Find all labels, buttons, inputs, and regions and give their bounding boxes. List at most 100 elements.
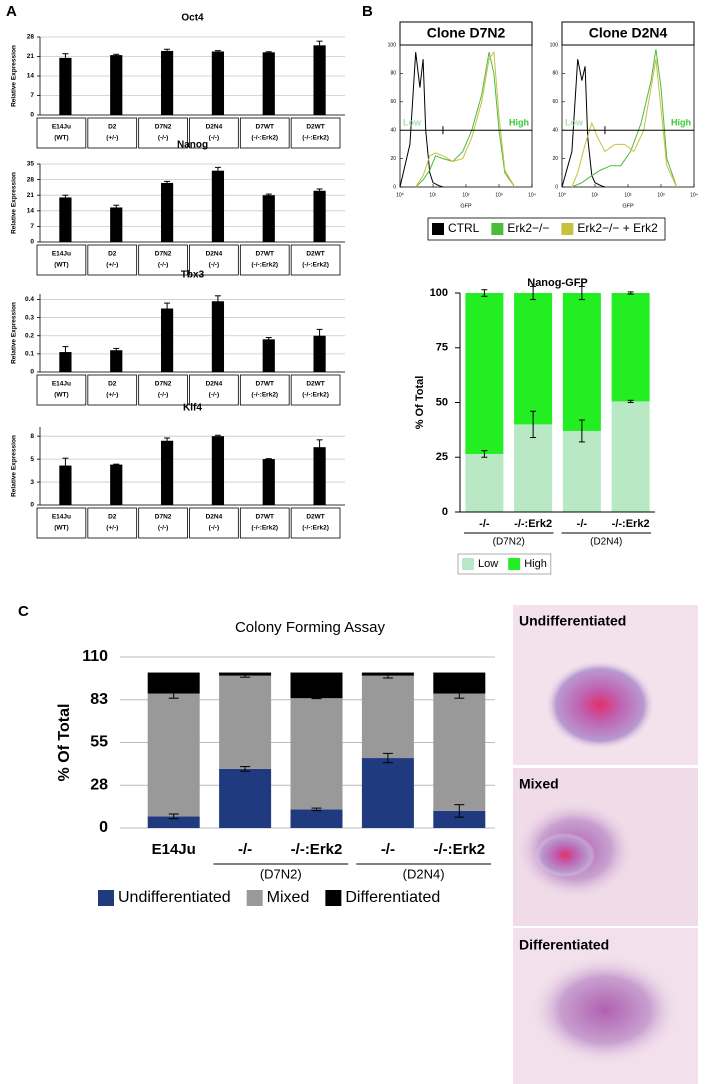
x-tick-label: D7WT xyxy=(256,514,274,521)
x-tick-label: D2N4 xyxy=(206,124,223,131)
y-tick-label: 60 xyxy=(552,99,558,105)
y-tick-label: 25 xyxy=(436,451,448,463)
x-tick-label: D2WT xyxy=(306,381,324,388)
x-tick-label: D7N2 xyxy=(155,381,172,388)
x-tick-label: (WT) xyxy=(54,392,68,399)
bar xyxy=(59,465,72,505)
bar-segment xyxy=(465,453,504,512)
x-tick-label: 10³ xyxy=(495,192,503,198)
y-tick-label: 83 xyxy=(90,691,108,708)
bar-segment xyxy=(361,758,414,828)
y-axis-label: % Of Total xyxy=(56,704,73,782)
gate-label: High xyxy=(509,118,529,128)
gate-label: Low xyxy=(403,118,422,128)
legend-frame xyxy=(427,217,666,241)
x-tick-label: (-/-) xyxy=(209,392,219,399)
x-tick-label: -/-:Erk2 xyxy=(514,518,552,530)
photo-label: Undifferentiated xyxy=(519,613,626,629)
y-tick-label: 0 xyxy=(555,184,558,190)
x-tick-label: (+/-) xyxy=(106,392,118,399)
category-cell xyxy=(239,374,290,406)
bar xyxy=(211,170,225,242)
category-cell xyxy=(290,374,341,406)
bar-segment xyxy=(611,293,650,402)
x-tick-label: (-/-) xyxy=(209,525,219,532)
y-tick-label: 0 xyxy=(442,506,448,518)
y-tick-label: 100 xyxy=(430,287,448,299)
x-tick-label: 10¹ xyxy=(591,192,599,198)
category-cell xyxy=(239,117,290,149)
legend-label: Differentiated xyxy=(345,889,440,906)
x-axis-label: GFP xyxy=(622,203,634,209)
x-tick-label: 10² xyxy=(462,192,470,198)
category-cell xyxy=(138,117,188,149)
y-tick-label: 5 xyxy=(30,456,34,463)
bar xyxy=(262,339,275,372)
x-tick-label: D2WT xyxy=(306,251,324,258)
histogram-line xyxy=(571,59,678,188)
x-tick-label: -/- xyxy=(479,518,490,530)
gate-label: Low xyxy=(565,118,584,128)
bar-segment xyxy=(514,293,553,425)
legend-swatch xyxy=(98,890,114,906)
x-tick-label: -/- xyxy=(238,841,252,858)
y-tick-label: 28 xyxy=(27,176,35,183)
category-cell xyxy=(36,117,87,149)
category-cell xyxy=(189,507,239,539)
x-tick-label: (-/-) xyxy=(158,135,168,142)
legend-swatch xyxy=(432,223,444,235)
histogram-line xyxy=(399,52,444,188)
y-axis-label: % Of Total xyxy=(414,376,426,430)
histogram-line xyxy=(415,50,516,188)
y-tick-label: 55 xyxy=(90,734,108,751)
bar-segment xyxy=(514,424,553,512)
x-tick-label: D2N4 xyxy=(206,251,223,258)
y-tick-label: 110 xyxy=(82,648,108,665)
y-tick-label: 0 xyxy=(30,239,34,246)
plot-frame xyxy=(399,44,533,188)
x-tick-label: E14Ju xyxy=(52,381,71,388)
category-cell xyxy=(189,244,239,276)
category-cell xyxy=(239,507,290,539)
x-tick-label: D2N4 xyxy=(206,381,223,388)
bar xyxy=(313,335,326,372)
y-tick-label: 0.2 xyxy=(25,332,34,339)
x-tick-label: 10² xyxy=(624,192,632,198)
group-label: (D2N4) xyxy=(403,866,445,881)
x-tick-label: D2 xyxy=(108,124,117,131)
gate-label: High xyxy=(671,118,691,128)
x-tick-label: (-/-) xyxy=(209,135,219,142)
bar xyxy=(110,464,123,505)
bar xyxy=(262,195,275,242)
x-tick-label: (-/-:Erk2) xyxy=(251,525,278,532)
bar xyxy=(262,459,275,505)
category-cell xyxy=(36,507,87,539)
legend-swatch xyxy=(508,558,521,570)
histogram-line xyxy=(571,49,678,188)
y-tick-label: 50 xyxy=(436,396,448,408)
group-label: (D7N2) xyxy=(493,537,525,548)
bar-segment xyxy=(147,816,200,828)
bar-segment xyxy=(562,293,601,431)
y-tick-label: 0.1 xyxy=(25,351,34,358)
y-tick-label: 0 xyxy=(30,502,34,509)
category-cell xyxy=(290,507,341,539)
bar xyxy=(262,52,275,115)
photo: Mixed xyxy=(513,768,698,926)
x-tick-label: 10¹ xyxy=(429,192,437,198)
y-tick-label: 40 xyxy=(552,128,558,134)
category-cell xyxy=(138,507,188,539)
legend-label: Mixed xyxy=(267,889,310,906)
photo-label: Mixed xyxy=(519,776,559,792)
chart-title: Nanog xyxy=(177,140,208,151)
category-cell xyxy=(87,507,138,539)
legend-swatch xyxy=(246,890,263,906)
y-tick-label: 21 xyxy=(27,53,35,60)
x-tick-label: D2 xyxy=(108,251,117,258)
bar xyxy=(160,308,174,372)
category-cell xyxy=(138,374,188,406)
category-cell xyxy=(138,244,188,276)
x-tick-label: -/-:Erk2 xyxy=(291,841,343,858)
y-tick-label: 28 xyxy=(90,776,108,793)
